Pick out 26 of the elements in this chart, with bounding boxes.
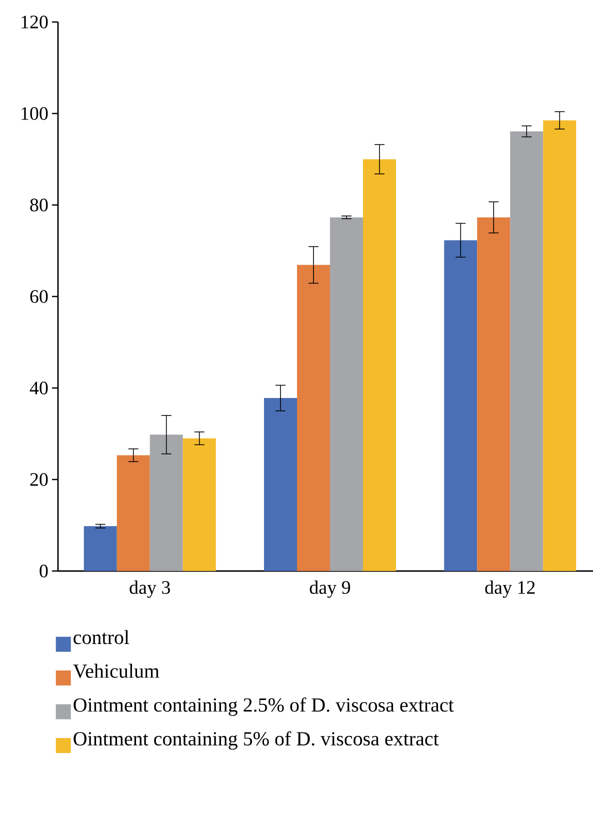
- y-tick-label: 80: [30, 198, 48, 212]
- x-tick-label: day 12: [485, 580, 535, 598]
- bar: [543, 120, 576, 571]
- bar: [444, 240, 478, 571]
- y-tick-label: 20: [30, 473, 48, 486]
- bar: [84, 526, 117, 571]
- bar: [510, 131, 544, 571]
- y-tick-label: 120: [22, 16, 48, 28]
- y-tick-label: 60: [30, 290, 48, 303]
- legend-label: Ointment containing 2.5% of D. viscosa extract: [74, 697, 454, 716]
- bar: [330, 217, 363, 571]
- bar: [363, 159, 396, 571]
- bar: [182, 438, 216, 571]
- bar: [150, 434, 183, 571]
- y-tick-label: 0: [40, 564, 48, 578]
- x-tick-label: day 9: [310, 580, 350, 598]
- bar: [116, 455, 150, 571]
- bar: [297, 264, 330, 571]
- bar: [264, 398, 297, 571]
- x-tick-label: day 3: [130, 580, 170, 598]
- legend-label: Vehiculum: [73, 664, 160, 678]
- legend-label: control: [74, 630, 130, 644]
- bar: [477, 217, 510, 571]
- y-tick-label: 100: [22, 107, 48, 120]
- legend-label: Ointment containing 5% of D. viscosa extract: [74, 731, 439, 750]
- y-tick-label: 40: [30, 382, 48, 394]
